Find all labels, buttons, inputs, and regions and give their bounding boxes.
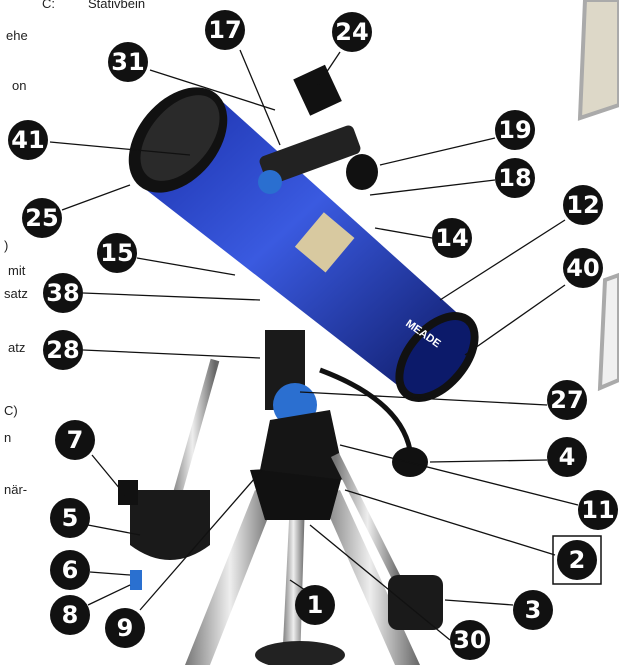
- callout-number: 7: [67, 426, 84, 454]
- callout-number: 41: [11, 126, 44, 154]
- header-fragment: Stativbein: [88, 0, 145, 11]
- leader-line: [445, 600, 513, 605]
- leader-line: [375, 228, 432, 238]
- callout-number: 17: [208, 16, 241, 44]
- leader-line: [380, 138, 495, 165]
- callout-number: 38: [46, 279, 79, 307]
- callout-number: 5: [62, 504, 79, 532]
- callout-number: 4: [559, 443, 576, 471]
- side-text-fragment: när-: [4, 482, 27, 497]
- callout-number: 8: [62, 601, 79, 629]
- side-text: C: ehe on)mit satz atz C) n när-: [4, 0, 55, 497]
- callout-number: 31: [111, 48, 144, 76]
- callout-number: 28: [46, 336, 79, 364]
- callout-number: 19: [498, 116, 531, 144]
- callout-number: 18: [498, 164, 531, 192]
- callout-number: 11: [581, 496, 614, 524]
- callout-number: 14: [435, 224, 468, 252]
- diagram: MEADE Stativbein C:eheon)mitsatzatzC)nnä…: [0, 0, 619, 665]
- tripod: [185, 465, 420, 665]
- callout-number: 3: [525, 596, 542, 624]
- callout-number: 15: [100, 239, 133, 267]
- side-text-fragment: C:: [42, 0, 55, 11]
- callout-number: 12: [566, 191, 599, 219]
- side-text-fragment: n: [4, 430, 11, 445]
- callout-number: 25: [25, 204, 58, 232]
- callout-number: 2: [569, 546, 586, 574]
- side-text-fragment: ): [4, 238, 8, 253]
- side-text-fragment: C): [4, 403, 18, 418]
- leader-line: [430, 460, 547, 462]
- callout-number: 27: [550, 386, 583, 414]
- callout-number: 30: [453, 626, 486, 654]
- leader-line: [137, 258, 235, 275]
- leader-line: [92, 455, 125, 495]
- callout-number: 40: [566, 254, 599, 282]
- side-text-fragment: mit: [8, 263, 26, 278]
- leader-line: [62, 185, 130, 210]
- side-text-fragment: atz: [8, 340, 25, 355]
- leader-line: [340, 445, 578, 505]
- leader-line: [90, 572, 130, 575]
- leader-line: [83, 293, 260, 300]
- side-text-fragment: ehe: [6, 28, 28, 43]
- callout-number: 1: [307, 591, 324, 619]
- callout-number: 6: [62, 556, 79, 584]
- leader-line: [370, 180, 495, 195]
- callout-number: 9: [117, 614, 134, 642]
- leader-line: [83, 350, 260, 358]
- callout-number: 24: [335, 18, 368, 46]
- diagram-canvas: MEADE Stativbein C:eheon)mitsatzatzC)nnä…: [0, 0, 619, 665]
- leader-line: [465, 285, 565, 355]
- side-text-fragment: on: [12, 78, 26, 93]
- side-text-fragment: satz: [4, 286, 28, 301]
- leader-line: [88, 585, 130, 605]
